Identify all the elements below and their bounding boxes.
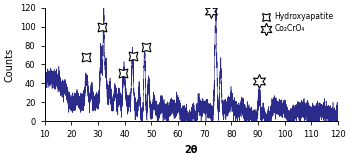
Y-axis label: Counts: Counts: [4, 47, 14, 82]
X-axis label: 2θ: 2θ: [184, 145, 198, 155]
Legend: Hydroxyapatite, Co₂CrO₄: Hydroxyapatite, Co₂CrO₄: [260, 11, 334, 34]
